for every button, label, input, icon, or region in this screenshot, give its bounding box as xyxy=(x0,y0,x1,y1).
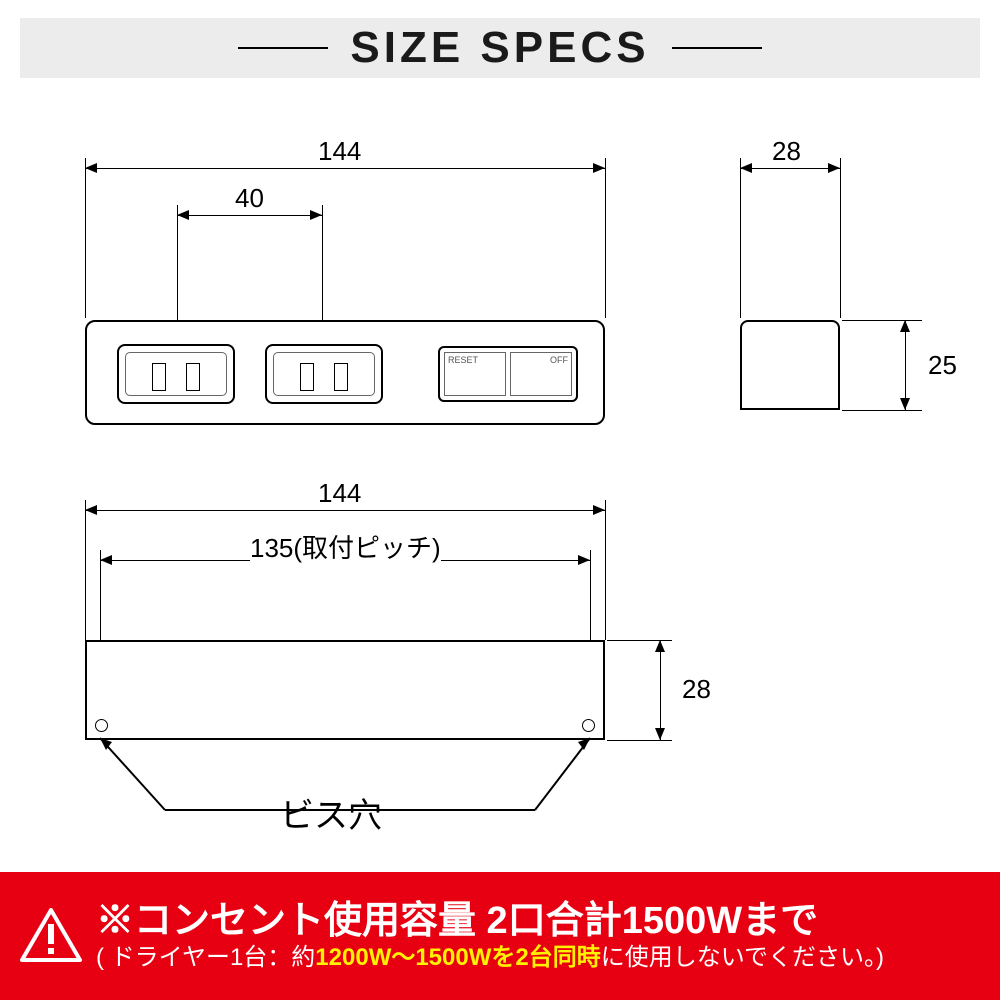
switch-left: RESET xyxy=(444,352,506,396)
switch-reset-label: RESET xyxy=(448,355,478,365)
switch-box: RESET OFF xyxy=(438,346,578,402)
dim-line xyxy=(660,640,661,740)
front-view: RESET OFF xyxy=(85,320,605,425)
diagram-area: 144 40 RESET OFF xyxy=(0,110,1000,870)
dim-line xyxy=(740,168,840,169)
outlet-inner xyxy=(273,352,375,396)
dim-arrow xyxy=(740,163,752,173)
screw-hole-label: ビス穴 xyxy=(280,788,382,837)
screw-hole-right xyxy=(582,719,595,732)
warning-sub-prefix: ( ドライヤー1台：約 xyxy=(96,944,315,971)
switch-off-label: OFF xyxy=(550,355,568,365)
dim-top-width: 144 xyxy=(318,478,361,509)
dim-arrow xyxy=(100,555,112,565)
dim-arrow xyxy=(85,163,97,173)
screw-hole-left xyxy=(95,719,108,732)
dim-arrow xyxy=(593,505,605,515)
dim-arrow xyxy=(310,210,322,220)
dim-arrow xyxy=(177,210,189,220)
warning-bar: ※コンセント使用容量 2口合計1500Wまで ( ドライヤー1台：約1200W～… xyxy=(0,872,1000,1000)
outlet-1 xyxy=(117,344,235,404)
dim-arrow xyxy=(900,320,910,332)
outlet-slot xyxy=(334,363,348,391)
dim-ext xyxy=(85,158,86,318)
dim-ext xyxy=(740,158,741,318)
top-view xyxy=(85,640,605,740)
dim-line xyxy=(177,215,322,216)
warning-sub: ( ドライヤー1台：約1200W～1500Wを2台同時に使用しないでください。) xyxy=(96,944,884,973)
dim-arrow xyxy=(655,640,665,652)
outlet-slot xyxy=(186,363,200,391)
title-dash-right xyxy=(672,47,762,49)
dim-top-depth: 28 xyxy=(682,674,711,705)
title-dash-left xyxy=(238,47,328,49)
dim-arrow xyxy=(655,728,665,740)
dim-side-width: 28 xyxy=(772,136,801,167)
warning-main: ※コンセント使用容量 2口合計1500Wまで xyxy=(96,899,884,945)
dim-arrow xyxy=(593,163,605,173)
dim-mounting-pitch: 135(取付ピッチ) xyxy=(250,528,441,565)
page-title: SIZE SPECS xyxy=(350,23,649,73)
dim-side-height: 25 xyxy=(928,350,957,381)
dim-arrow xyxy=(578,555,590,565)
dim-ext xyxy=(607,740,672,741)
dim-ext xyxy=(842,410,922,411)
dim-arrow xyxy=(85,505,97,515)
dim-line xyxy=(85,168,605,169)
warning-sub-highlight: 1200W～1500Wを2台同時 xyxy=(315,944,600,971)
warning-icon xyxy=(20,908,82,964)
outlet-slot xyxy=(300,363,314,391)
title-bar: SIZE SPECS xyxy=(20,18,980,78)
dim-ext xyxy=(840,158,841,318)
side-view xyxy=(740,320,840,410)
dim-arrow xyxy=(828,163,840,173)
dim-outlet-pitch: 40 xyxy=(235,183,264,214)
dim-ext xyxy=(605,500,606,640)
warning-text-block: ※コンセント使用容量 2口合計1500Wまで ( ドライヤー1台：約1200W～… xyxy=(96,899,884,973)
switch-right: OFF xyxy=(510,352,572,396)
dim-line xyxy=(905,320,906,410)
outlet-slot xyxy=(152,363,166,391)
dim-line xyxy=(85,510,605,511)
dim-arrow xyxy=(900,398,910,410)
warning-sub-suffix: に使用しないでください。) xyxy=(601,944,884,971)
dim-ext xyxy=(85,500,86,640)
dim-front-width: 144 xyxy=(318,136,361,167)
outlet-inner xyxy=(125,352,227,396)
dim-ext xyxy=(842,320,922,321)
dim-ext xyxy=(605,158,606,318)
outlet-2 xyxy=(265,344,383,404)
